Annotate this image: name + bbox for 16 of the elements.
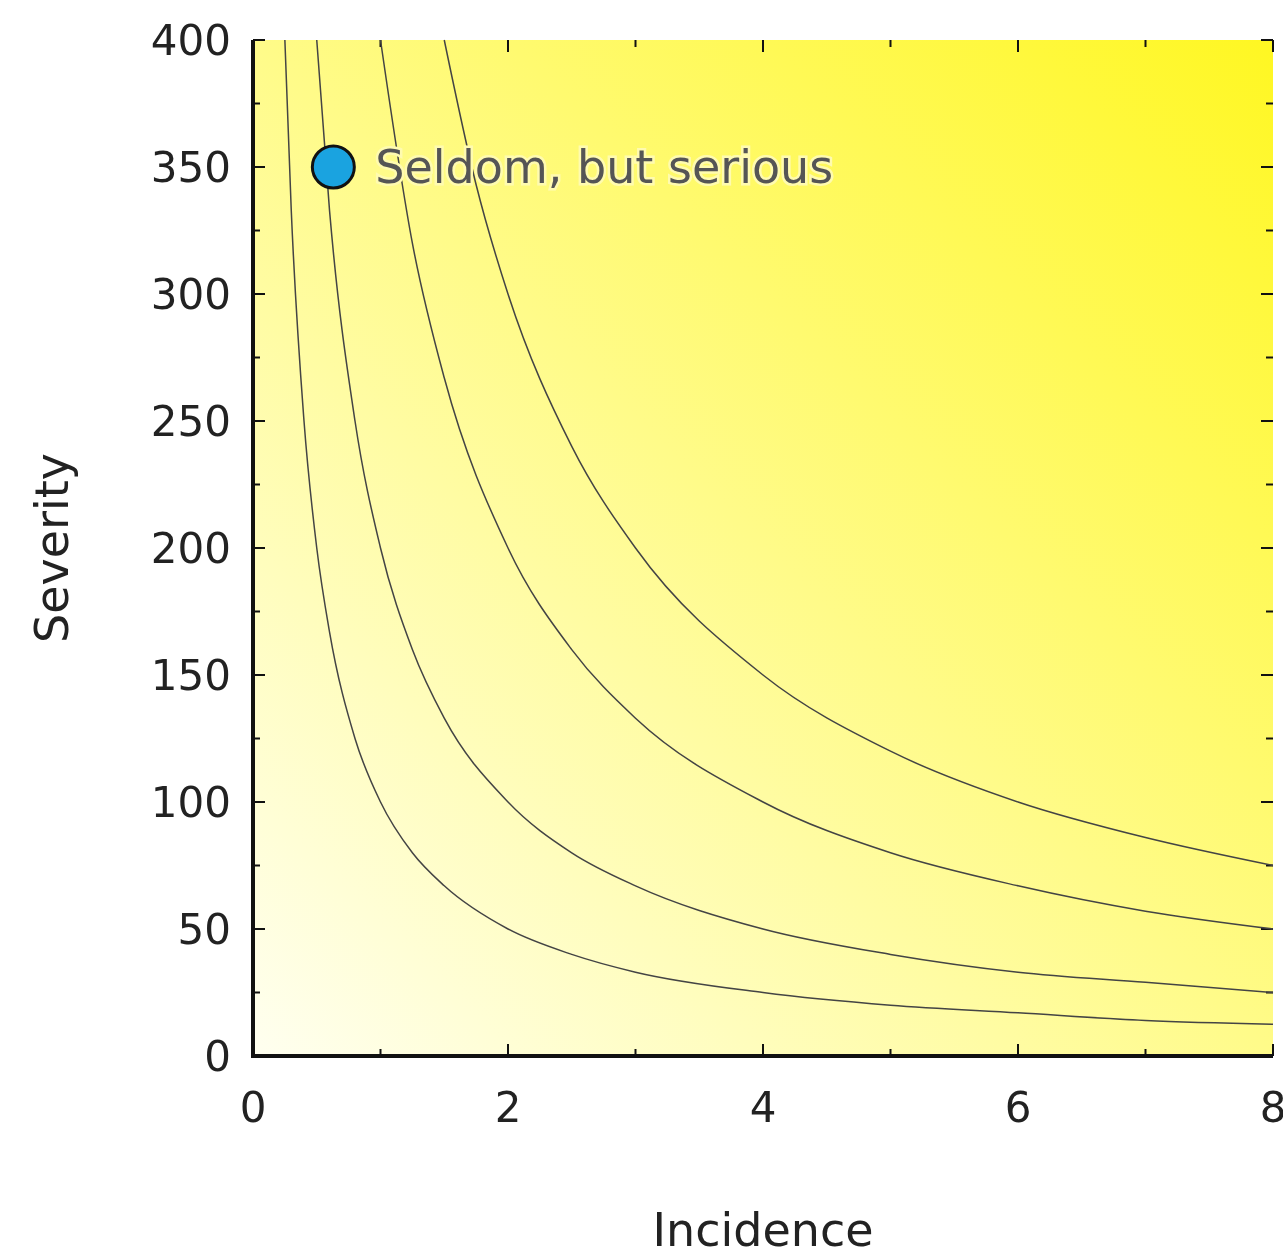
x-axis-title: Incidence [652,1203,874,1250]
y-tick-label: 300 [150,269,231,319]
y-tick-label: 50 [177,904,231,954]
y-tick-label: 150 [150,650,231,700]
y-tick-label: 350 [150,142,231,192]
x-tick-label: 2 [494,1083,522,1132]
y-tick-label: 250 [150,396,231,446]
x-tick-label: 8 [1259,1083,1283,1132]
x-tick-label: 6 [1004,1083,1032,1132]
y-tick-label: 0 [204,1031,231,1081]
x-tick-label: 4 [749,1083,777,1132]
x-tick-label: 0 [239,1083,267,1132]
y-tick-label: 100 [150,777,231,827]
y-tick-label: 200 [150,523,231,573]
y-axis-title: Severity [25,453,79,643]
y-tick-label: 400 [150,15,231,65]
